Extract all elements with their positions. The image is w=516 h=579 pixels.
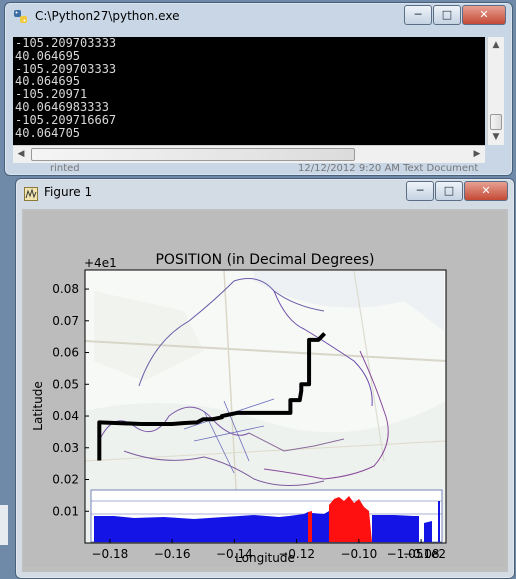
vertical-scroll-thumb[interactable] (490, 114, 502, 130)
chart-title: POSITION (in Decimal Degrees) (155, 252, 374, 268)
figure-window: Figure 1 ─ □ ✕ (15, 178, 515, 579)
console-vertical-scrollbar[interactable]: ▲ ▼ (487, 37, 504, 145)
figure-close-button[interactable]: ✕ (464, 181, 508, 201)
x-tick-label: −0.14 (216, 547, 253, 561)
console-line: -105.209703333 (15, 61, 117, 76)
y-tick-label: 0.02 (52, 473, 79, 487)
console-line: 40.0646983333 (15, 99, 109, 114)
console-line: -105.209703333 (15, 37, 117, 50)
track-series-line (97, 332, 327, 461)
console-line: -105.20971 (15, 87, 88, 102)
console-line: 40.064695 (15, 74, 81, 89)
console-close-button[interactable]: ✕ (462, 5, 506, 25)
x-tick-label: −0.18 (92, 547, 129, 561)
axis-ticks: −0.18 −0.16 −0.14 −0.12 −0.10 −0.08 0.01 0.02 0.… (52, 282, 439, 561)
console-horizontal-scrollbar[interactable]: ◀ ▶ (13, 145, 485, 163)
y-tick-label: 0.07 (52, 314, 79, 328)
scroll-left-arrow-icon[interactable]: ◀ (17, 149, 25, 159)
axes-frame (84, 269, 447, 544)
map-background-image (84, 269, 447, 544)
console-line: 40.064705 (15, 125, 81, 140)
console-title: C:\Python27\python.exe (35, 9, 180, 23)
y-tick-label: 0.05 (52, 377, 79, 391)
console-window: C:\Python27\python.exe ─ □ ✕ -105.209703… (4, 2, 513, 176)
y-tick-label: 0.04 (52, 409, 79, 423)
figure-titlebar[interactable]: Figure 1 ─ □ ✕ (16, 179, 514, 207)
console-line: -105.209716667 (15, 112, 117, 127)
console-maximize-button[interactable]: □ (433, 5, 461, 25)
x-tick-label: −0.08 (403, 547, 440, 561)
y-tick-label: 0.08 (52, 282, 79, 296)
position-chart[interactable]: −0.18 −0.16 −0.14 −0.12 −0.10 −0.08 0.01 0.02 0.… (24, 211, 506, 567)
x-axis-label: Longitude (235, 551, 295, 565)
figure-minimize-button[interactable]: ─ (406, 181, 434, 201)
y-tick-label: 0.06 (52, 346, 79, 360)
scroll-right-arrow-icon[interactable]: ▶ (473, 149, 481, 159)
scroll-down-arrow-icon[interactable]: ▼ (492, 132, 500, 142)
y-offset-label: +4e1 (84, 256, 117, 270)
figure-canvas[interactable]: −0.18 −0.16 −0.14 −0.12 −0.10 −0.08 0.01 0.02 0.… (24, 211, 506, 567)
console-titlebar[interactable]: C:\Python27\python.exe ─ □ ✕ (5, 3, 512, 31)
figure-body: −0.18 −0.16 −0.14 −0.12 −0.10 −0.08 0.01 0.02 0.… (22, 209, 508, 572)
x-tick-label: −0.16 (154, 547, 191, 561)
horizontal-scroll-thumb[interactable] (31, 148, 355, 161)
background-window-edge (0, 505, 8, 545)
background-file-name: rinted (50, 163, 80, 174)
python-app-icon (13, 9, 28, 24)
figure-maximize-button[interactable]: □ (435, 181, 463, 201)
figure-title: Figure 1 (44, 185, 93, 199)
y-tick-label: 0.03 (52, 441, 79, 455)
gps-track-line (97, 332, 327, 461)
console-output[interactable]: -105.209703333 40.064695 -105.209703333 … (13, 37, 485, 145)
scroll-up-arrow-icon[interactable]: ▲ (492, 40, 500, 50)
matplotlib-figure-icon (24, 186, 38, 201)
console-minimize-button[interactable]: ─ (404, 5, 432, 25)
y-tick-label: 0.01 (52, 504, 79, 518)
background-file-details: 12/12/2012 9:20 AM Text Document (298, 163, 479, 174)
x-tick-label: −0.12 (278, 547, 315, 561)
x-tick-label: −0.10 (340, 547, 377, 561)
y-axis-label: Latitude (31, 381, 45, 430)
x-offset-label: −1.051e2 (387, 547, 446, 561)
console-line: 40.064695 (15, 48, 81, 63)
